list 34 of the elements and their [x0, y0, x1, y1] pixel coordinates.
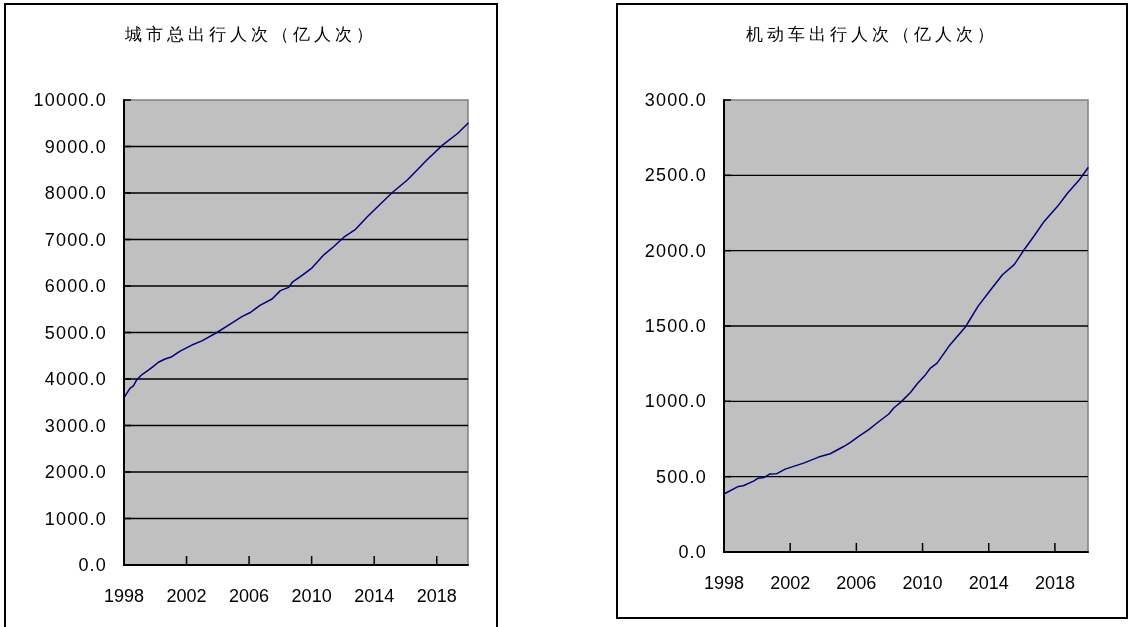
y-tick-label: 5000.0	[44, 322, 107, 343]
y-tick-label: 6000.0	[44, 276, 107, 296]
y-tick-label: 500.0	[655, 466, 707, 487]
x-tick-label: 1998	[103, 586, 145, 606]
x-tick-label: 2010	[291, 586, 332, 606]
y-tick-label: 1500.0	[644, 316, 707, 336]
y-tick-label: 3000.0	[644, 90, 707, 110]
y-tick-label: 8000.0	[44, 183, 107, 203]
x-tick-label: 2002	[770, 573, 811, 593]
y-tick-label: 4000.0	[44, 369, 107, 389]
x-tick-label: 2014	[354, 586, 395, 606]
y-tick-label: 1000.0	[44, 508, 107, 529]
x-tick-label: 2006	[229, 586, 270, 606]
x-tick-label: 2002	[166, 586, 207, 606]
y-tick-label: 9000.0	[44, 136, 107, 157]
y-tick-label: 1000.0	[644, 391, 707, 412]
x-tick-label: 2018	[416, 586, 457, 606]
line-series	[723, 167, 1089, 495]
chart-title: 城市总出行人次（亿人次）	[124, 24, 377, 44]
y-tick-label: 2000.0	[44, 462, 107, 482]
x-tick-label: 1998	[703, 573, 745, 593]
y-tick-label: 0.0	[678, 542, 707, 562]
y-tick-label: 2500.0	[644, 165, 707, 186]
x-tick-label: 2014	[968, 573, 1009, 593]
x-tick-label: 2018	[1034, 573, 1075, 593]
chart-title: 机动车出行人次（亿人次）	[746, 24, 998, 44]
y-tick-label: 3000.0	[44, 415, 107, 436]
y-tick-label: 10000.0	[33, 90, 107, 110]
y-tick-label: 7000.0	[44, 229, 107, 250]
line-series	[123, 122, 469, 399]
y-tick-label: 2000.0	[644, 240, 707, 261]
y-tick-label: 0.0	[78, 555, 107, 575]
x-tick-label: 2006	[836, 573, 877, 593]
x-tick-label: 2010	[902, 573, 943, 593]
